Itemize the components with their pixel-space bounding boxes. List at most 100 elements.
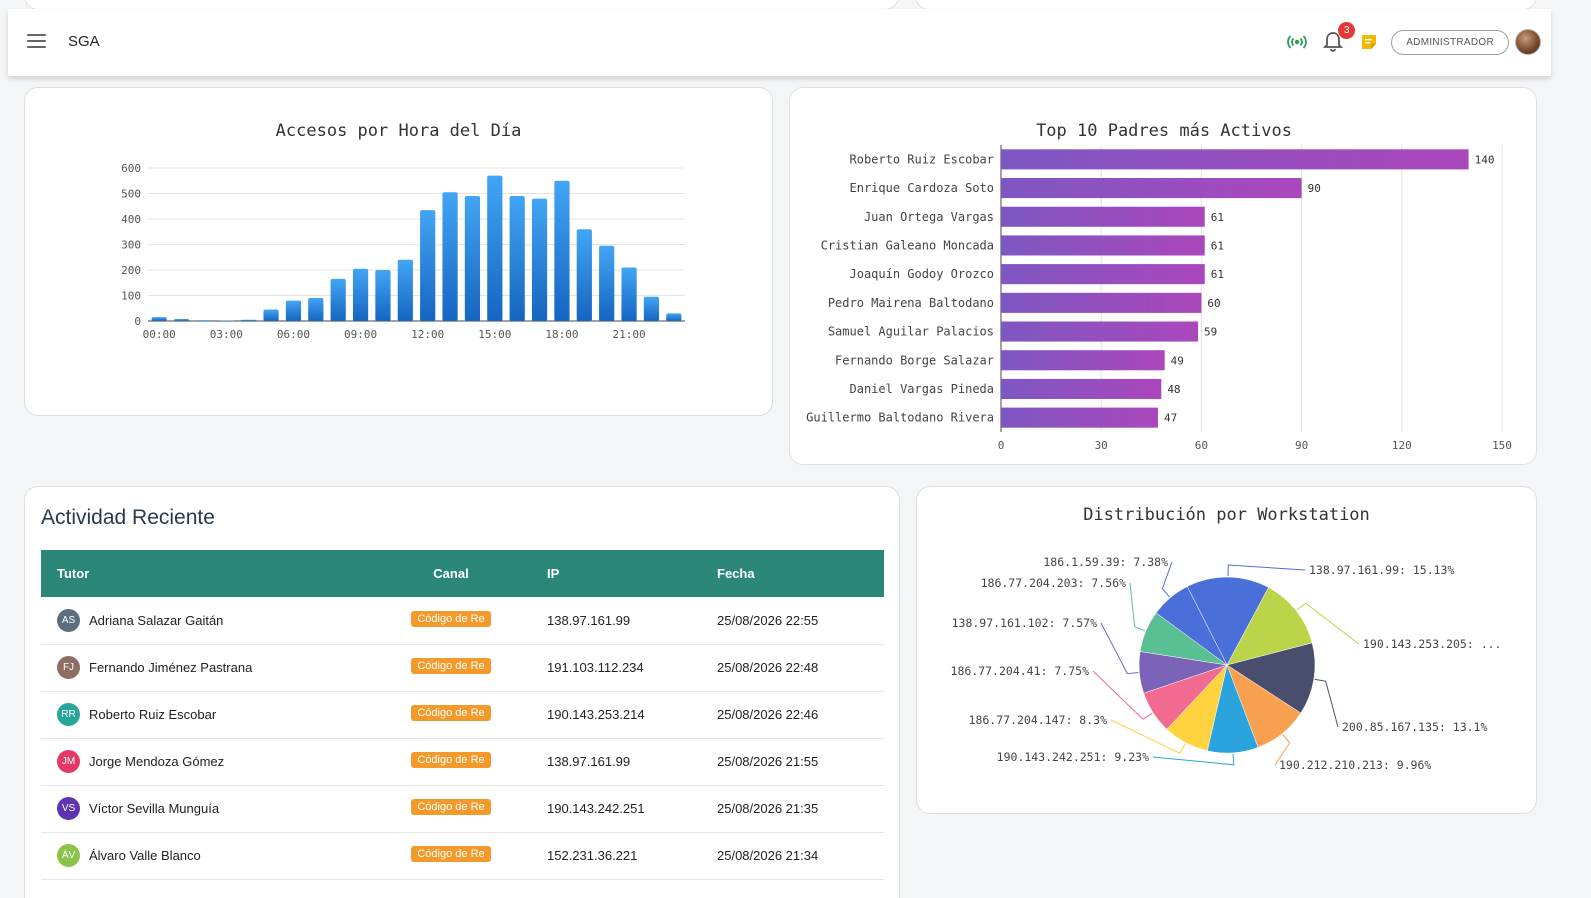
hourly-chart-title: Accesos por Hora del Día [275, 121, 522, 141]
broadcast-icon[interactable] [1283, 28, 1311, 56]
x-tick-label: 18:00 [545, 328, 578, 341]
navbar-actions: 3 ADMINISTRADOR [1275, 22, 1541, 59]
parent-bar[interactable] [1001, 350, 1165, 371]
x-tick-label: 150 [1492, 439, 1512, 452]
parent-bar[interactable] [1001, 378, 1162, 399]
hour-bar[interactable] [531, 198, 548, 321]
pie-leader-line [1227, 564, 1306, 577]
category-label: Joaquín Godoy Orozco [850, 267, 995, 281]
date-cell: 25/08/2026 22:55 [717, 612, 819, 628]
category-label: Samuel Aguilar Palacios [828, 325, 994, 339]
hour-bar[interactable] [576, 229, 592, 321]
hour-bar[interactable] [241, 319, 257, 321]
category-label: Cristian Galeano Moncada [821, 238, 994, 252]
avatar: VS [57, 797, 80, 820]
table-row[interactable]: AS Adriana Salazar Gaitán Código de Re 138.… [41, 597, 884, 644]
table-row[interactable]: RR Roberto Ruiz Escobar Código de Re 190.14… [41, 691, 884, 738]
pie-slice[interactable] [1226, 642, 1316, 714]
x-tick-label: 12:00 [411, 328, 444, 341]
hour-bar[interactable] [599, 245, 615, 321]
parent-bar[interactable] [1001, 292, 1202, 313]
category-label: Guillermo Baltodano Rivera [806, 411, 994, 425]
pie-slice[interactable] [1186, 576, 1269, 666]
top-parents-chart: 0 30 60 90 120 150 Roberto Ruiz Escobar 140 Enri… [806, 145, 1512, 452]
hour-bar[interactable] [196, 320, 212, 321]
pie-slice-label: 138.97.161.102: 7.57% [952, 616, 1097, 630]
hour-bar[interactable] [263, 309, 279, 321]
canal-badge: Código de Re [411, 799, 491, 815]
tutor-name: Adriana Salazar Gaitán [89, 612, 224, 628]
bar-value-label: 59 [1204, 326, 1217, 339]
tutor-name: Álvaro Valle Blanco [89, 848, 201, 863]
bell-icon [1323, 32, 1344, 52]
pie-slice-label: 186.77.204.203: 7.56% [981, 576, 1126, 590]
hour-bar[interactable] [621, 267, 637, 321]
category-label: Enrique Cardoza Soto [850, 181, 995, 195]
role-button[interactable]: ADMINISTRADOR [1391, 29, 1509, 55]
parent-bar[interactable] [1001, 235, 1205, 256]
bar-value-label: 49 [1171, 354, 1184, 367]
column-header-canal[interactable]: Canal [433, 566, 469, 581]
hour-bar[interactable] [397, 259, 413, 321]
canal-badge: Código de Re [411, 846, 491, 862]
parent-bar[interactable] [1001, 264, 1205, 285]
pie-slice[interactable] [1155, 586, 1228, 666]
x-tick-label: 90 [1295, 439, 1308, 452]
column-header-fecha[interactable]: Fecha [717, 566, 755, 581]
y-tick-label: 100 [121, 290, 141, 303]
pie-slice-label: 190.143.242.251: 9.23% [997, 750, 1149, 764]
sticky-note-icon[interactable] [1355, 28, 1383, 56]
table-row[interactable]: JM Jorge Mendoza Gómez Código de Re 138.97.… [41, 738, 884, 785]
hour-bar[interactable] [487, 175, 503, 321]
tutor-cell: VS Víctor Sevilla Munguía [57, 797, 371, 820]
pie-leader-line [1152, 753, 1235, 766]
hour-bar[interactable] [151, 317, 167, 321]
avatar: ÁV [57, 844, 80, 867]
x-tick-label: 60 [1195, 439, 1208, 452]
parent-bar[interactable] [1001, 178, 1302, 199]
category-label: Daniel Vargas Pineda [850, 382, 995, 396]
hour-bar[interactable] [643, 296, 660, 321]
hour-bar[interactable] [554, 180, 570, 321]
parent-bar[interactable] [1001, 206, 1205, 227]
hour-bar[interactable] [442, 192, 458, 321]
y-tick-label: 400 [121, 213, 141, 226]
table-row[interactable]: ÁV Álvaro Valle Blanco Código de Re 152.231… [41, 832, 884, 879]
ip-cell: 152.231.36.221 [547, 848, 638, 863]
canal-badge: Código de Re [411, 705, 491, 721]
tutor-cell: RR Roberto Ruiz Escobar [57, 703, 371, 726]
parent-bar[interactable] [1001, 321, 1199, 342]
workstation-chart-title: Distribución por Workstation [1083, 505, 1370, 525]
ip-cell: 190.143.242.251 [547, 801, 645, 816]
hour-bar[interactable] [308, 298, 324, 321]
hour-bar[interactable] [375, 270, 391, 321]
hour-bar[interactable] [173, 318, 190, 321]
column-header-ip[interactable]: IP [547, 566, 560, 581]
column-header-tutor[interactable]: Tutor [57, 566, 90, 581]
hour-bar[interactable] [218, 320, 234, 321]
ip-cell: 138.97.161.99 [547, 612, 631, 628]
avatar: RR [57, 703, 80, 726]
parent-bar[interactable] [1001, 149, 1469, 170]
hour-bar[interactable] [330, 278, 346, 321]
ip-cell: 190.143.253.214 [547, 707, 645, 722]
category-label: Juan Ortega Vargas [864, 210, 994, 224]
hourly-access-card: Accesos por Hora del Día 0 100 200 300 400 50… [24, 87, 773, 416]
user-avatar[interactable] [1515, 29, 1541, 55]
hour-bar[interactable] [352, 268, 369, 321]
notifications-button[interactable]: 3 [1319, 22, 1356, 56]
hour-bar[interactable] [464, 196, 481, 321]
parent-bar[interactable] [1001, 407, 1158, 428]
hamburger-icon[interactable] [27, 34, 46, 48]
hour-bar[interactable] [420, 210, 436, 321]
hour-bar[interactable] [666, 313, 682, 321]
pie-leader-line [1110, 719, 1186, 754]
hour-bar[interactable] [509, 196, 525, 321]
y-tick-label: 500 [121, 188, 141, 201]
hour-bar[interactable] [285, 300, 302, 321]
pie-slice[interactable] [1226, 587, 1313, 666]
table-row[interactable]: VS Víctor Sevilla Munguía Código de Re 190.… [41, 785, 884, 832]
pie-slice-label: 190.143.253.205: ... [1363, 637, 1501, 651]
table-row[interactable]: FJ Fernando Jiménez Pastrana Código de Re 1… [41, 644, 884, 691]
bar-value-label: 140 [1475, 153, 1495, 166]
